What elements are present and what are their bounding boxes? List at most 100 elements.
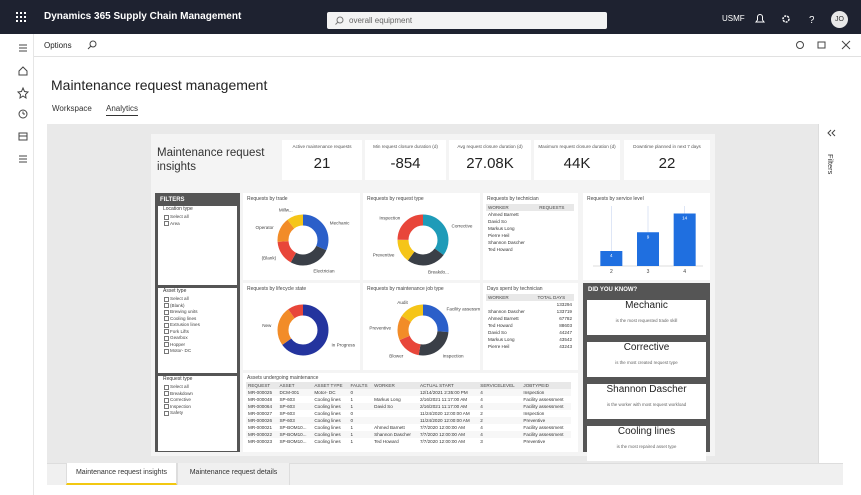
cell: SP-603 — [279, 404, 295, 409]
cell: SP-603 — [279, 418, 295, 423]
filter-group-title: Asset type — [163, 288, 187, 294]
donut-slice — [397, 304, 449, 356]
nav-icons[interactable] — [0, 34, 34, 174]
table-row: Ted Howard 88603 — [486, 322, 574, 329]
table-row: Shannon Dascher — [486, 239, 574, 246]
page-tab-active[interactable]: Maintenance request insights — [66, 463, 177, 485]
cell: 4 — [480, 397, 483, 402]
filter-option[interactable]: Area — [164, 221, 237, 228]
did-you-know-title: DID YOU KNOW? — [588, 287, 638, 293]
cell: 67782 — [559, 316, 572, 321]
column-header: JOBTYPEID — [521, 382, 571, 389]
cell: Facility assessment — [523, 404, 564, 409]
report-title: Maintenance request insights — [157, 147, 265, 173]
donut-panel: Requests by trade Mechanic Electrician (Bla… — [243, 193, 360, 280]
cell: 133719 — [556, 309, 572, 314]
cell: MR-000048 — [248, 397, 273, 402]
filter-option[interactable]: Breakdown — [164, 391, 237, 398]
filter-option[interactable]: Inspection — [164, 404, 237, 411]
filter-option[interactable]: Brewing units — [164, 309, 237, 316]
donut-slice — [277, 304, 329, 356]
filter-option[interactable]: Corrective — [164, 397, 237, 404]
fact-caption: is the most created request type — [615, 360, 678, 365]
donut-slice — [397, 214, 449, 266]
window-controls[interactable] — [795, 40, 855, 50]
filter-option[interactable]: Select all — [164, 214, 237, 221]
cell — [537, 218, 574, 225]
column-header: SERVICELEVEL — [478, 382, 522, 389]
cell: Markus Long — [488, 337, 515, 342]
top-icons[interactable]: ? — [754, 13, 814, 25]
cell — [372, 417, 418, 424]
options-button[interactable]: Options — [44, 41, 72, 50]
cell: 133294 — [556, 302, 572, 307]
bar-value-label: 4 — [610, 253, 613, 258]
filter-option[interactable]: Hopper — [164, 342, 237, 349]
filter-option[interactable]: Select all — [164, 384, 237, 391]
table-row: Ahmed Barnett — [486, 211, 574, 218]
page-search-icon[interactable] — [87, 40, 97, 50]
cell: Cooling lines — [314, 418, 341, 423]
cell: MR-000025 — [248, 390, 273, 395]
table-row: MR-000064 SP-603 Cooling lines 1 David So 2/1… — [246, 403, 571, 410]
filter-option[interactable]: (Blank) — [164, 303, 237, 310]
cell: Cooling lines — [314, 425, 341, 430]
filter-option[interactable]: Cooling lines — [164, 316, 237, 323]
filters-pane[interactable]: Filters — [818, 124, 843, 463]
donut-slice — [277, 214, 329, 266]
filter-option[interactable]: Select all — [164, 296, 237, 303]
cell: MR-000027 — [248, 411, 273, 416]
collapse-icon[interactable] — [819, 124, 844, 144]
tab[interactable]: Workspace — [52, 104, 92, 113]
cell: 44247 — [559, 330, 572, 335]
filters-pane-label[interactable]: Filters — [826, 154, 835, 175]
table-row: Markus Long — [486, 225, 574, 232]
cell — [537, 211, 574, 218]
cell: 4 — [480, 432, 483, 437]
cell: Cooling lines — [314, 439, 341, 444]
search-box[interactable]: overall equipment — [327, 12, 607, 29]
kpi-label: Avg request closure duration (d) — [457, 144, 523, 149]
filter-group: Asset type Select all (Blank) Brewing units… — [158, 288, 237, 373]
table-row: David So — [486, 218, 574, 225]
filter-option[interactable]: Extrusion lines — [164, 322, 237, 329]
app-title: Dynamics 365 Supply Chain Management — [44, 11, 242, 22]
app-launcher[interactable] — [16, 12, 26, 22]
cell: Shannon Dascher — [488, 240, 525, 245]
slice-label: Corrective — [452, 223, 473, 228]
donut-chart: Mechanic Electrician (Blank) Operator Millw.… — [256, 208, 351, 274]
donut-chart: In Progress New — [262, 304, 356, 356]
cell: 88603 — [559, 323, 572, 328]
tab-active[interactable]: Analytics — [106, 104, 139, 116]
kpi-card: Avg request closure duration (d) 27.08K — [449, 140, 531, 180]
fact-value: Mechanic — [625, 300, 668, 311]
donut-panel: Requests by request type Corrective Breakd… — [363, 193, 480, 280]
filter-option[interactable]: Motor- DC — [164, 348, 237, 355]
cell: Ted Howard — [488, 247, 513, 252]
filter-option[interactable]: Gearbox — [164, 335, 237, 342]
cell: Cooling lines — [314, 411, 341, 416]
kpi-label: Min request closure duration (d) — [373, 144, 438, 149]
donut-slice — [397, 214, 449, 266]
filter-group: Request type Select all Breakdown Correctiv… — [158, 376, 237, 451]
header-row: WORKER REQUESTS — [486, 204, 574, 211]
cell: Ahmed Barnett — [488, 212, 519, 217]
fact-value: Cooling lines — [617, 426, 676, 437]
header-row: REQUEST ASSET ASSET TYPE FAULTS WORKER ACTUAL… — [246, 382, 571, 389]
user-avatar[interactable]: JO — [831, 11, 848, 28]
kpi-card: Maximum request closure duration (d) 44K — [534, 140, 620, 180]
visual-title: Days spent by technician — [487, 286, 543, 292]
company[interactable]: USMF — [722, 14, 745, 23]
cell: 0 — [350, 418, 354, 423]
table: WORKER TOTAL DAYS 133294 Shannon Dascher 133… — [486, 294, 574, 350]
filter-option[interactable]: Safety — [164, 410, 237, 417]
slice-label: Breakdo... — [428, 270, 449, 275]
filter-option[interactable]: Fork Lifts — [164, 329, 237, 336]
page-tab[interactable]: Maintenance request details — [177, 463, 290, 485]
table-row: MR-000021 SP-BOM10... Cooling lines 1 Ahmed … — [246, 424, 571, 431]
slice-label: New — [262, 323, 272, 328]
cell: 1 — [350, 425, 354, 430]
slice-label: Preventive — [369, 325, 391, 330]
cell — [486, 301, 536, 308]
donut-slice — [277, 214, 329, 266]
